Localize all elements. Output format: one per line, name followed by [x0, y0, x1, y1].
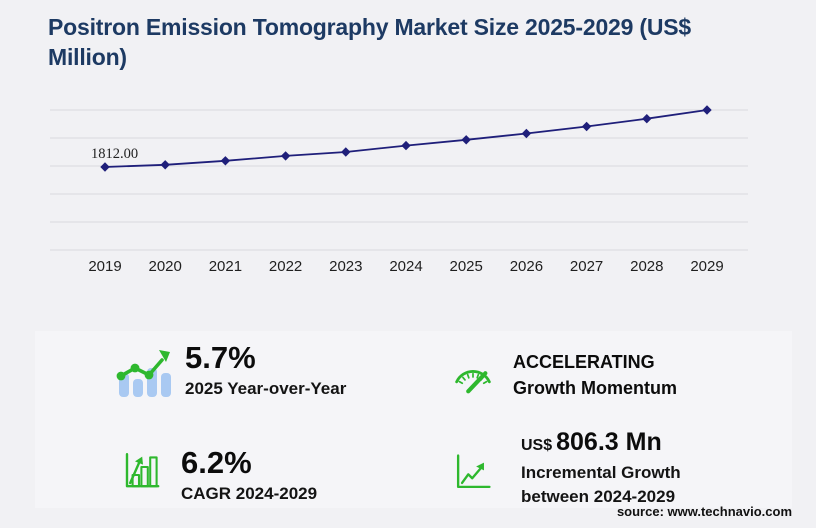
- incremental-currency: US$: [521, 437, 553, 454]
- speedometer-icon: [455, 369, 491, 394]
- data-point-2029: [702, 105, 712, 115]
- data-point-2022: [280, 151, 291, 161]
- x-tick-2019: 2019: [88, 258, 121, 275]
- x-tick-2025: 2025: [450, 258, 483, 275]
- incremental-label-line2: between 2024-2029: [521, 487, 676, 507]
- data-point-2026: [521, 128, 532, 139]
- cagr-value: 6.2%: [181, 445, 252, 480]
- x-tick-2021: 2021: [209, 258, 242, 275]
- bar-trend-up-icon: [116, 350, 171, 397]
- data-point-2024: [401, 140, 411, 151]
- x-tick-2020: 2020: [149, 258, 182, 275]
- yoy-value: 5.7%: [185, 340, 256, 375]
- first-point-value-label: 1812.00: [91, 146, 138, 162]
- growth-bars-arrow-icon: [125, 453, 160, 488]
- incremental-value: 806.3 Mn: [556, 428, 662, 456]
- data-point-2023: [341, 147, 351, 157]
- x-tick-2029: 2029: [690, 258, 723, 275]
- data-point-2021: [220, 156, 231, 166]
- incremental-label: Incremental Growth between 2024-2029: [521, 461, 681, 509]
- data-point-2019: [100, 162, 110, 172]
- yoy-label: 2025 Year-over-Year: [185, 378, 347, 398]
- incremental-growth-icon: [456, 454, 491, 489]
- x-tick-2022: 2022: [269, 258, 302, 275]
- stat-momentum: ACCELERATING Growth Momentum: [513, 349, 677, 401]
- incremental-label-line1: Incremental Growth: [521, 463, 681, 482]
- data-point-2027: [581, 121, 592, 132]
- stat-yoy: 5.7% 2025 Year-over-Year: [185, 340, 347, 399]
- x-tick-2023: 2023: [329, 258, 362, 275]
- source-credit: source: www.technavio.com: [616, 504, 792, 519]
- x-tick-2026: 2026: [510, 258, 543, 275]
- x-tick-2028: 2028: [630, 258, 663, 275]
- x-tick-2024: 2024: [389, 258, 422, 275]
- momentum-line1: ACCELERATING: [513, 352, 655, 372]
- stat-incremental: US$ 806.3 Mn Incremental Growth between 2…: [521, 430, 681, 509]
- stat-cagr: 6.2% CAGR 2024-2029: [181, 445, 318, 504]
- cagr-label: CAGR 2024-2029: [181, 483, 318, 503]
- data-point-2020: [160, 160, 170, 170]
- page-title: Positron Emission Tomography Market Size…: [48, 14, 692, 71]
- market-line-chart-svg: 2019 2020 2021 2022 2023 2024 2025 2026 2027 2028…: [50, 105, 748, 275]
- data-point-2025: [461, 135, 471, 145]
- data-point-2028: [642, 114, 652, 124]
- momentum-line2: Growth Momentum: [513, 378, 677, 399]
- x-tick-2027: 2027: [570, 258, 603, 275]
- incremental-value-row: US$ 806.3 Mn: [521, 430, 681, 455]
